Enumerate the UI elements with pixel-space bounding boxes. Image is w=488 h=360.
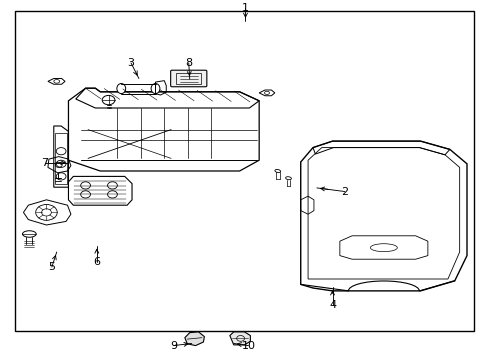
- Polygon shape: [184, 332, 204, 346]
- Text: 9: 9: [170, 341, 177, 351]
- Text: 1: 1: [242, 3, 248, 13]
- Text: 4: 4: [328, 300, 335, 310]
- Text: 8: 8: [185, 58, 192, 68]
- Ellipse shape: [117, 84, 125, 94]
- Text: 3: 3: [127, 58, 134, 68]
- FancyBboxPatch shape: [170, 70, 206, 87]
- Ellipse shape: [151, 84, 160, 94]
- Bar: [55, 133, 67, 184]
- Text: 5: 5: [48, 262, 55, 272]
- Polygon shape: [300, 141, 466, 291]
- Bar: [15, 11, 473, 331]
- Text: 10: 10: [241, 341, 255, 351]
- Circle shape: [102, 95, 115, 105]
- Text: 2: 2: [341, 186, 347, 197]
- Text: 6: 6: [93, 257, 100, 267]
- Text: 7: 7: [41, 158, 48, 168]
- Bar: [176, 73, 201, 84]
- Polygon shape: [229, 332, 250, 345]
